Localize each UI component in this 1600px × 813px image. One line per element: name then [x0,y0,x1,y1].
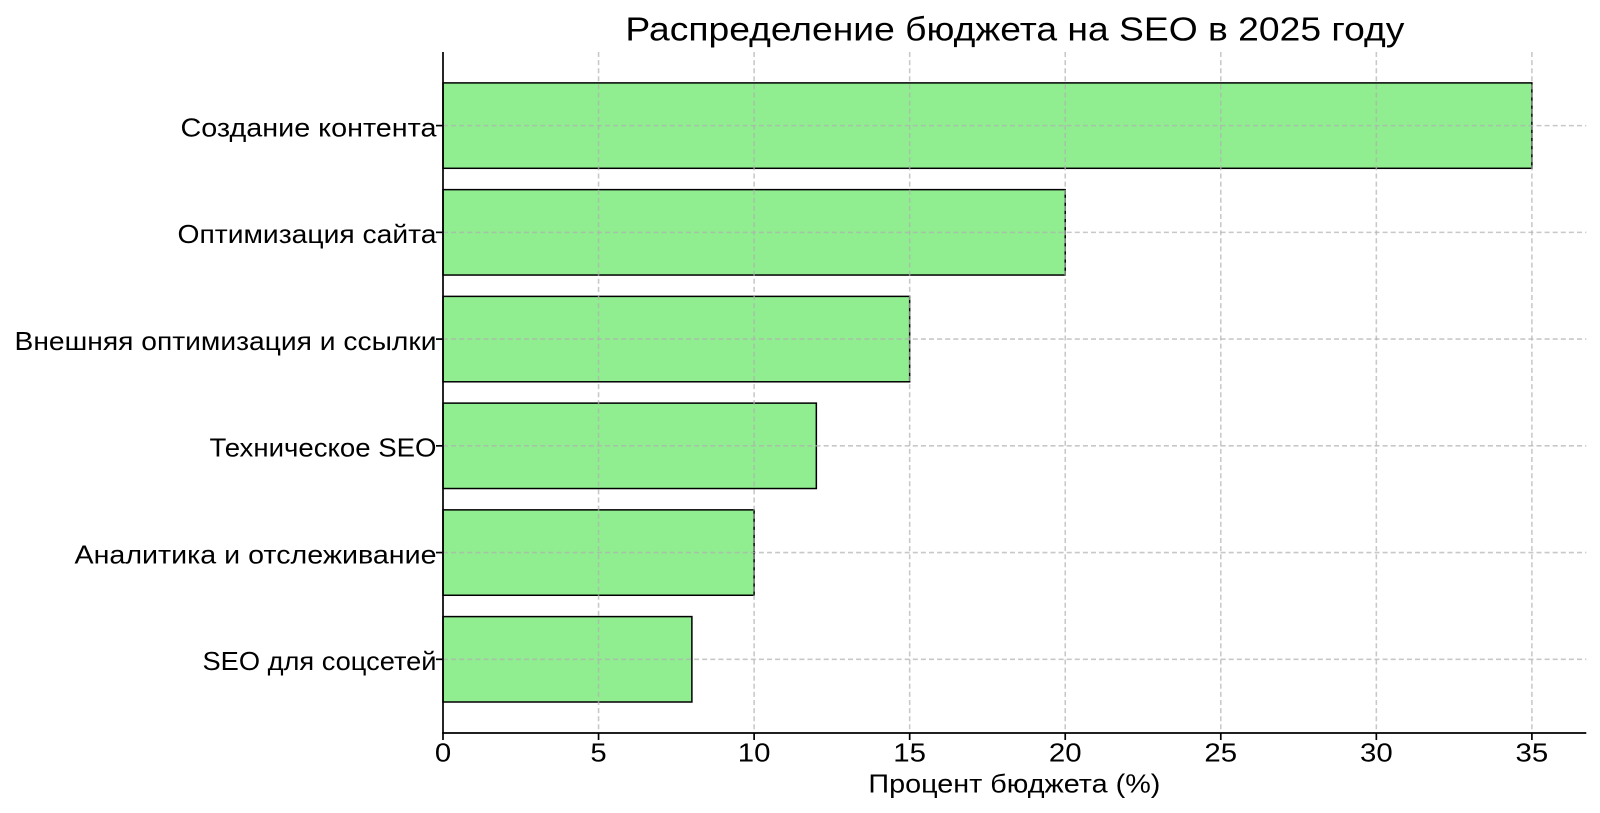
svg-text:10: 10 [738,739,771,767]
svg-text:30: 30 [1360,739,1393,767]
svg-text:35: 35 [1516,739,1549,767]
svg-text:25: 25 [1204,739,1237,767]
svg-text:Техническое SEO: Техническое SEO [210,435,437,463]
svg-text:Создание контента: Создание контента [181,115,438,143]
svg-text:SEO для соцсетей: SEO для соцсетей [203,648,437,676]
svg-text:Процент бюджета (%): Процент бюджета (%) [868,769,1160,799]
svg-text:15: 15 [893,739,926,767]
svg-text:Распределение бюджета на SEO в: Распределение бюджета на SEO в 2025 году [625,10,1405,47]
svg-text:20: 20 [1049,739,1082,767]
svg-text:5: 5 [590,739,606,767]
svg-text:Оптимизация сайта: Оптимизация сайта [178,221,438,249]
svg-text:0: 0 [435,739,451,767]
svg-text:Внешняя оптимизация и ссылки: Внешняя оптимизация и ссылки [15,328,437,356]
svg-text:Аналитика и отслеживание: Аналитика и отслеживание [75,542,437,570]
